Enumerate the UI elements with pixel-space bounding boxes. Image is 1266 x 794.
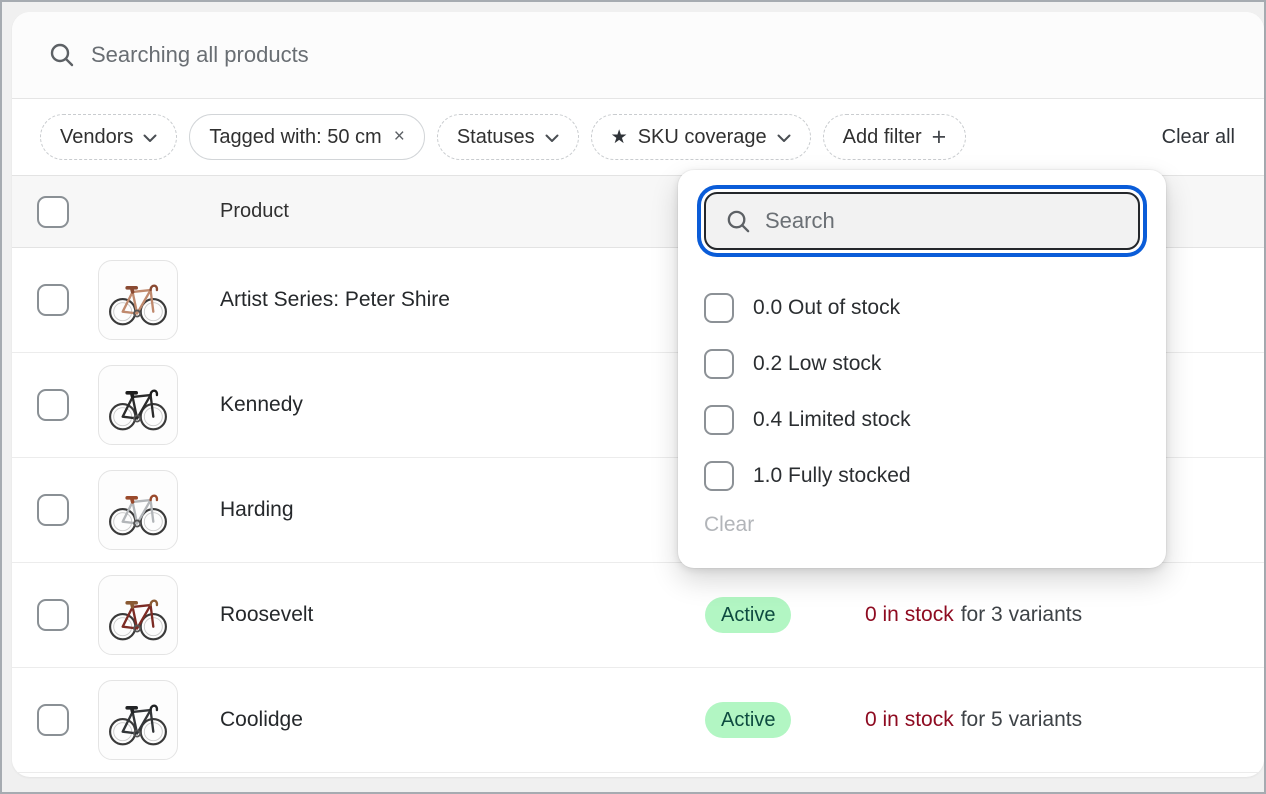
product-thumbnail [98, 365, 178, 445]
stock-count: 0 in stock [865, 708, 954, 731]
chevron-down-icon [545, 134, 559, 143]
vendors-filter-pill[interactable]: Vendors [40, 114, 178, 160]
product-name-link[interactable]: Harding [220, 498, 294, 521]
sku-coverage-popover: Search 0.0 Out of stock 0.2 Low stock 0.… [678, 170, 1166, 568]
filter-option-out-of-stock[interactable]: 0.0 Out of stock [678, 280, 1166, 336]
products-search-bar[interactable]: Searching all products [12, 12, 1264, 99]
filter-option-limited-stock[interactable]: 0.4 Limited stock [678, 392, 1166, 448]
row-checkbox[interactable] [37, 494, 69, 526]
inventory-cell: 0 in stock for 5 variants [865, 708, 1264, 732]
option-label: 0.2 Low stock [753, 352, 882, 375]
statuses-filter-pill[interactable]: Statuses [436, 114, 579, 160]
option-label: 1.0 Fully stocked [753, 464, 911, 487]
popover-clear-button[interactable]: Clear [704, 513, 755, 536]
product-thumbnail [98, 470, 178, 550]
clear-all-filters-button[interactable]: Clear all [1161, 125, 1235, 148]
status-cell: Active [705, 702, 865, 738]
row-checkbox[interactable] [37, 599, 69, 631]
product-name-link[interactable]: Artist Series: Peter Shire [220, 288, 450, 311]
search-placeholder: Searching all products [91, 42, 309, 67]
product-thumbnail [98, 575, 178, 655]
pill-label: Tagged with: 50 cm [209, 125, 382, 148]
chevron-down-icon [777, 134, 791, 143]
select-all-checkbox[interactable] [37, 195, 69, 228]
bicycle-image [109, 284, 167, 326]
add-filter-pill[interactable]: Add filter + [822, 114, 967, 160]
plus-icon: + [931, 122, 947, 151]
status-badge: Active [705, 702, 792, 738]
option-label: 0.4 Limited stock [753, 408, 911, 431]
row-checkbox[interactable] [37, 284, 69, 316]
bicycle-image [109, 704, 167, 746]
product-thumbnail [98, 260, 178, 340]
status-badge: Active [705, 597, 792, 633]
bicycle-image [109, 599, 167, 641]
popover-search-input[interactable]: Search [704, 192, 1140, 250]
product-column-header[interactable]: Product [220, 200, 289, 222]
star-icon: ★ [610, 126, 628, 148]
variants-text: for 3 variants [960, 603, 1083, 626]
option-checkbox[interactable] [704, 461, 734, 491]
option-checkbox[interactable] [704, 405, 734, 435]
filter-option-low-stock[interactable]: 0.2 Low stock [678, 336, 1166, 392]
option-checkbox[interactable] [704, 293, 734, 323]
chevron-down-icon [143, 134, 157, 143]
option-label: 0.0 Out of stock [753, 296, 901, 319]
status-cell: Active [705, 597, 865, 633]
search-icon [48, 41, 76, 69]
product-name-link[interactable]: Roosevelt [220, 603, 314, 626]
tagged-with-filter-pill[interactable]: Tagged with: 50 cm × [189, 114, 425, 160]
filter-bar: Vendors Tagged with: 50 cm × Statuses ★ … [12, 99, 1264, 175]
product-name-link[interactable]: Coolidge [220, 708, 303, 731]
pill-label: Add filter [842, 125, 922, 148]
row-checkbox[interactable] [37, 389, 69, 421]
pill-label: Statuses [456, 125, 535, 148]
filter-option-fully-stocked[interactable]: 1.0 Fully stocked [678, 448, 1166, 504]
search-icon [725, 208, 752, 235]
option-checkbox[interactable] [704, 349, 734, 379]
popover-search-placeholder: Search [765, 208, 835, 233]
pill-label: Vendors [60, 125, 134, 148]
row-checkbox[interactable] [37, 704, 69, 736]
sku-coverage-filter-pill[interactable]: ★ SKU coverage [590, 114, 811, 160]
pill-label: SKU coverage [637, 125, 767, 148]
bicycle-image [109, 494, 167, 536]
stock-count: 0 in stock [865, 603, 954, 626]
product-thumbnail [98, 680, 178, 760]
table-row[interactable]: Roosevelt Active 0 in stock for 3 variant… [12, 563, 1264, 668]
products-index-card: Searching all products Vendors Tagged wi… [12, 12, 1264, 777]
remove-filter-icon[interactable]: × [393, 126, 405, 147]
bicycle-image [109, 389, 167, 431]
inventory-cell: 0 in stock for 3 variants [865, 603, 1264, 627]
popover-option-list: 0.0 Out of stock 0.2 Low stock 0.4 Limit… [678, 280, 1166, 504]
table-row[interactable]: Coolidge Active 0 in stock for 5 variants [12, 668, 1264, 773]
variants-text: for 5 variants [960, 708, 1083, 731]
product-name-link[interactable]: Kennedy [220, 393, 303, 416]
